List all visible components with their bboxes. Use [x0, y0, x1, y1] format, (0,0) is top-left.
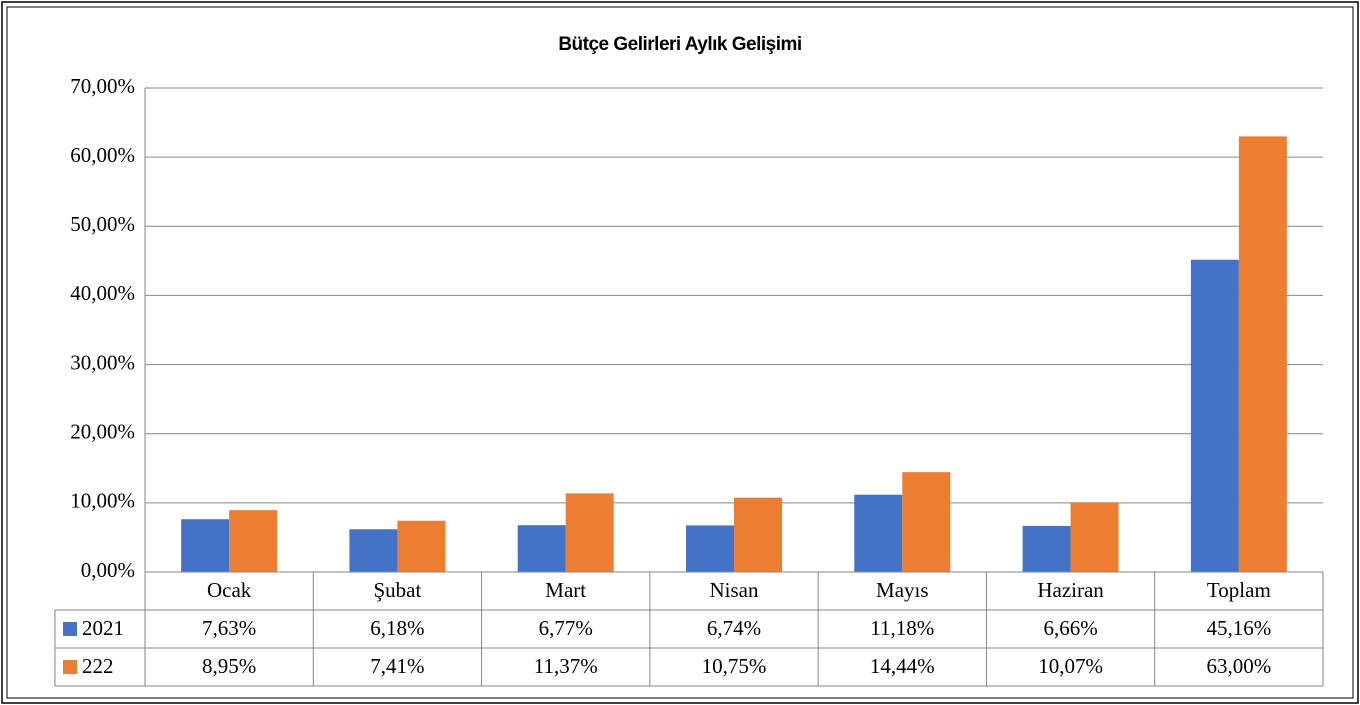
value-label: 11,37% [534, 654, 598, 678]
bar [349, 529, 398, 572]
value-label: 7,63% [202, 616, 256, 640]
y-tick-label: 10,00% [70, 489, 135, 513]
legend-key [63, 660, 77, 674]
value-label: 63,00% [1206, 654, 1271, 678]
x-tick-label: Ocak [207, 578, 252, 602]
chart-title: Bütçe Gelirleri Aylık Gelişimi [558, 34, 801, 55]
y-tick-label: 60,00% [70, 143, 135, 167]
value-label: 10,75% [702, 654, 767, 678]
value-label: 7,41% [370, 654, 424, 678]
y-tick-label: 20,00% [70, 420, 135, 444]
x-tick-label: Toplam [1207, 578, 1271, 602]
bar [734, 497, 782, 572]
y-tick-label: 30,00% [70, 350, 135, 374]
value-label: 8,95% [202, 654, 256, 678]
bar [181, 519, 230, 572]
value-label: 14,44% [870, 654, 935, 678]
x-tick-label: Haziran [1037, 578, 1104, 602]
bar [902, 472, 951, 572]
bar [565, 493, 614, 572]
bar [517, 525, 566, 572]
bar [854, 494, 903, 572]
y-tick-label: 50,00% [70, 212, 135, 236]
legend-key [63, 622, 77, 636]
legend-label: 222 [82, 654, 114, 678]
bar [1238, 136, 1287, 572]
value-label: 6,18% [370, 616, 424, 640]
bar [1190, 259, 1239, 572]
bar [1022, 525, 1071, 572]
bar [229, 510, 278, 572]
x-tick-label: Mart [545, 578, 586, 602]
x-tick-label: Şubat [374, 578, 422, 602]
value-label: 6,74% [707, 616, 761, 640]
legend-label: 2021 [82, 616, 124, 640]
y-tick-label: 0,00% [81, 558, 135, 582]
value-label: 45,16% [1206, 616, 1271, 640]
x-tick-label: Mayıs [876, 578, 929, 602]
value-label: 11,18% [870, 616, 934, 640]
x-tick-label: Nisan [710, 578, 759, 602]
value-label: 6,77% [539, 616, 593, 640]
y-tick-label: 40,00% [70, 281, 135, 305]
bar [1070, 502, 1119, 572]
y-tick-label: 70,00% [70, 74, 135, 98]
value-label: 6,66% [1043, 616, 1097, 640]
bar [686, 525, 734, 572]
value-label: 10,07% [1038, 654, 1103, 678]
bar [397, 520, 446, 572]
inner-border [6, 6, 1354, 699]
